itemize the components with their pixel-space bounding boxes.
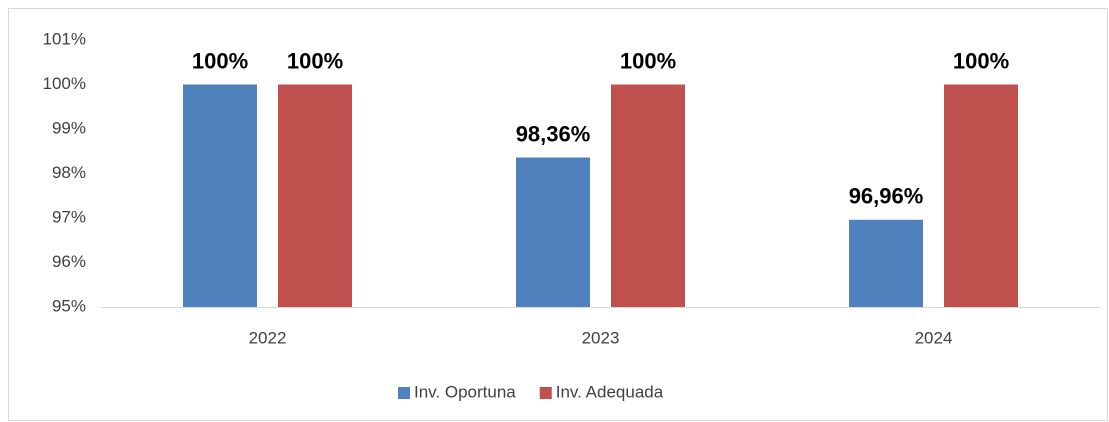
y-tick-label: 97% — [52, 207, 86, 226]
x-tick-label: 2022 — [249, 328, 287, 347]
bar — [944, 84, 1018, 307]
y-tick-label: 99% — [52, 118, 86, 137]
value-label: 100% — [192, 48, 248, 73]
y-tick-label: 100% — [43, 74, 86, 93]
value-label: 98,36% — [516, 121, 591, 146]
y-tick-label: 98% — [52, 163, 86, 182]
value-label: 100% — [287, 48, 343, 73]
x-tick-label: 2024 — [915, 328, 953, 347]
y-tick-label: 101% — [43, 29, 86, 48]
legend-label: Inv. Adequada — [556, 382, 664, 401]
legend-label: Inv. Oportuna — [414, 382, 516, 401]
chart-frame — [8, 8, 1108, 421]
bar — [849, 219, 923, 307]
bar — [516, 157, 590, 307]
bar — [278, 84, 352, 307]
x-tick-label: 2023 — [582, 328, 620, 347]
legend-swatch — [539, 387, 552, 399]
bar — [611, 84, 685, 307]
legend-swatch — [398, 387, 410, 399]
y-tick-label: 96% — [52, 252, 86, 271]
y-tick-label: 95% — [52, 296, 86, 315]
bar — [183, 84, 257, 307]
value-label: 96,96% — [849, 184, 924, 209]
value-label: 100% — [953, 48, 1009, 73]
value-label: 100% — [620, 48, 676, 73]
